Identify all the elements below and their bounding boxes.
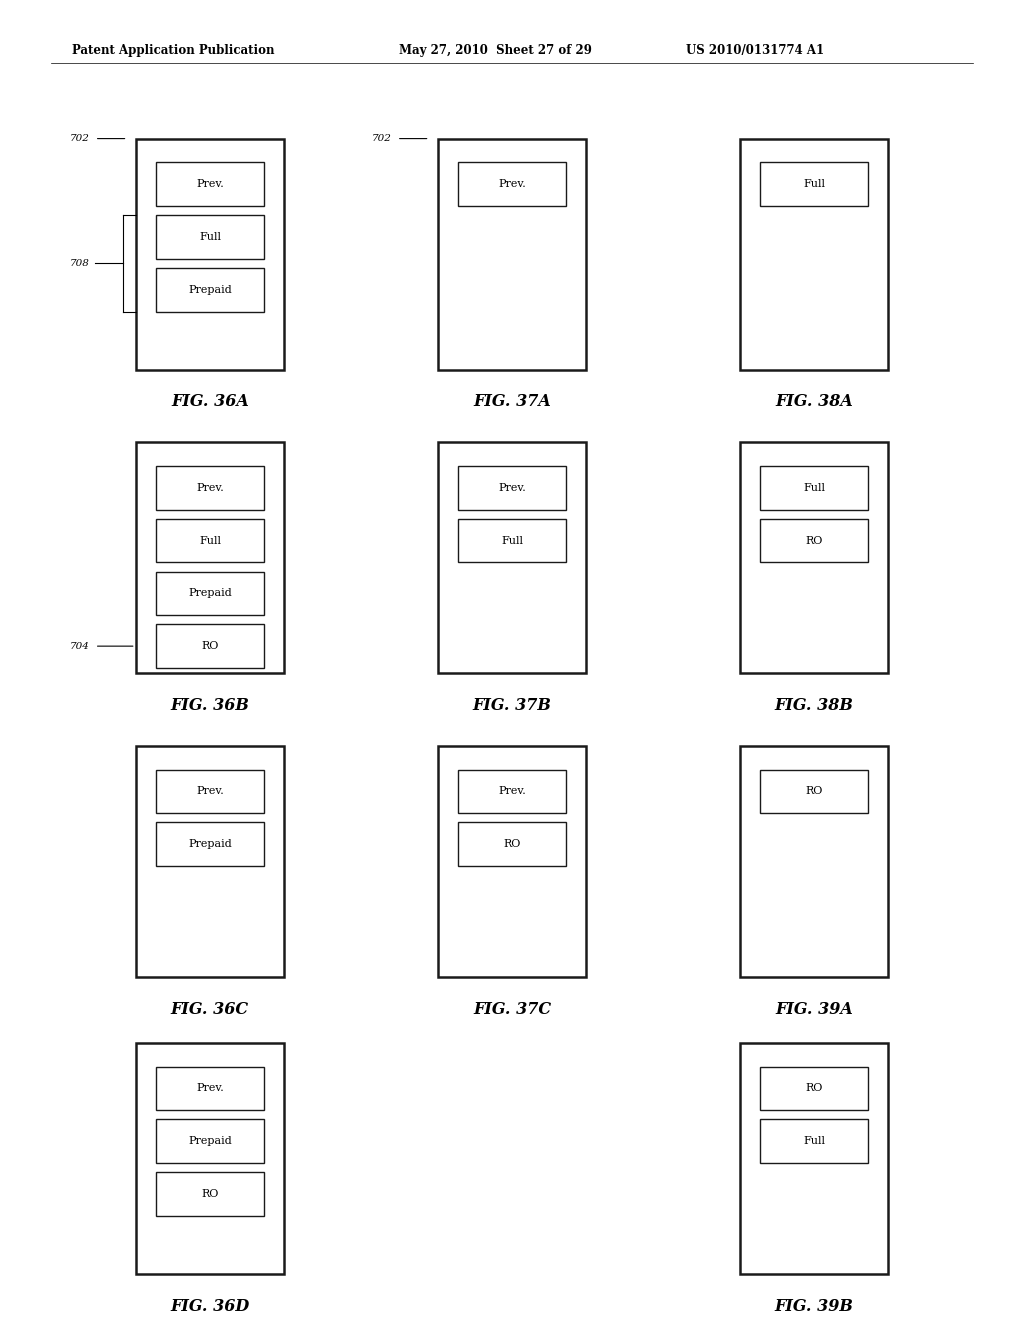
Bar: [156, 215, 264, 259]
Text: Prepaid: Prepaid: [188, 840, 231, 849]
Bar: [459, 162, 565, 206]
Text: Prev.: Prev.: [196, 180, 224, 189]
Bar: [739, 139, 889, 370]
Text: Full: Full: [803, 180, 825, 189]
Bar: [156, 624, 264, 668]
Bar: [156, 822, 264, 866]
Text: Prepaid: Prepaid: [188, 1137, 231, 1146]
Text: Prev.: Prev.: [196, 787, 224, 796]
Text: US 2010/0131774 A1: US 2010/0131774 A1: [686, 44, 824, 57]
Bar: [156, 770, 264, 813]
Text: FIG. 38B: FIG. 38B: [774, 697, 854, 714]
Text: Prev.: Prev.: [498, 787, 526, 796]
Text: Prepaid: Prepaid: [188, 285, 231, 294]
Text: 702: 702: [372, 135, 391, 143]
Bar: [438, 139, 586, 370]
Text: RO: RO: [504, 840, 520, 849]
Text: FIG. 36B: FIG. 36B: [170, 697, 250, 714]
Bar: [459, 466, 565, 510]
Text: RO: RO: [202, 642, 218, 651]
Text: 708: 708: [70, 259, 90, 268]
Text: FIG. 37A: FIG. 37A: [473, 393, 551, 411]
Bar: [156, 1172, 264, 1216]
Text: Full: Full: [199, 536, 221, 545]
Text: May 27, 2010  Sheet 27 of 29: May 27, 2010 Sheet 27 of 29: [399, 44, 592, 57]
Text: Prev.: Prev.: [498, 483, 526, 492]
Bar: [760, 162, 868, 206]
Bar: [459, 822, 565, 866]
Bar: [739, 746, 889, 977]
Bar: [739, 442, 889, 673]
Bar: [156, 162, 264, 206]
Bar: [156, 1119, 264, 1163]
Bar: [156, 572, 264, 615]
Bar: [760, 519, 868, 562]
Text: 702: 702: [70, 135, 90, 143]
Bar: [760, 1067, 868, 1110]
Text: FIG. 38A: FIG. 38A: [775, 393, 853, 411]
Bar: [459, 519, 565, 562]
Bar: [459, 770, 565, 813]
Text: 704: 704: [70, 642, 90, 651]
Text: RO: RO: [806, 536, 822, 545]
Text: Prev.: Prev.: [196, 1084, 224, 1093]
Text: FIG. 39A: FIG. 39A: [775, 1001, 853, 1018]
Text: Prepaid: Prepaid: [188, 589, 231, 598]
Text: FIG. 36A: FIG. 36A: [171, 393, 249, 411]
Bar: [135, 1043, 284, 1274]
Bar: [156, 1067, 264, 1110]
Bar: [156, 519, 264, 562]
Bar: [438, 746, 586, 977]
Bar: [760, 466, 868, 510]
Bar: [135, 442, 284, 673]
Text: FIG. 39B: FIG. 39B: [774, 1298, 854, 1315]
Bar: [760, 770, 868, 813]
Text: Full: Full: [501, 536, 523, 545]
Text: FIG. 37C: FIG. 37C: [473, 1001, 551, 1018]
Text: Patent Application Publication: Patent Application Publication: [72, 44, 274, 57]
Text: Prev.: Prev.: [498, 180, 526, 189]
Bar: [156, 268, 264, 312]
Text: RO: RO: [202, 1189, 218, 1199]
Text: Full: Full: [803, 483, 825, 492]
Bar: [156, 466, 264, 510]
Text: Full: Full: [803, 1137, 825, 1146]
Text: FIG. 37B: FIG. 37B: [472, 697, 552, 714]
Text: RO: RO: [806, 1084, 822, 1093]
Text: FIG. 36D: FIG. 36D: [170, 1298, 250, 1315]
Bar: [760, 1119, 868, 1163]
Text: FIG. 36C: FIG. 36C: [171, 1001, 249, 1018]
Text: Prev.: Prev.: [196, 483, 224, 492]
Bar: [739, 1043, 889, 1274]
Text: Full: Full: [199, 232, 221, 242]
Bar: [135, 746, 284, 977]
Text: RO: RO: [806, 787, 822, 796]
Bar: [135, 139, 284, 370]
Bar: [438, 442, 586, 673]
